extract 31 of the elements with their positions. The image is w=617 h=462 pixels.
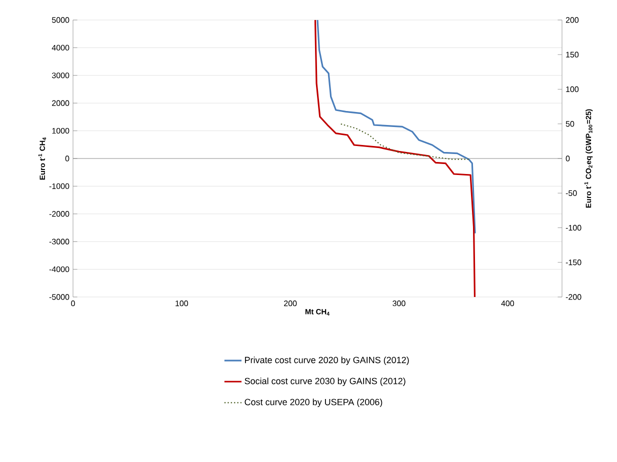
y2-tick-label: 50 — [566, 121, 574, 127]
legend-label: Private cost curve 2020 by GAINS (2012) — [245, 356, 409, 365]
y-tick-label: 4000 — [52, 44, 70, 51]
y-tick-label: 5000 — [52, 17, 70, 23]
legend-label: Cost curve 2020 by USEPA (2006) — [244, 398, 382, 408]
y-tick-label: -3000 — [49, 238, 70, 244]
x-tick-label: 400 — [501, 300, 514, 306]
y-tick-label: 1000 — [52, 128, 70, 134]
line-series — [340, 123, 470, 160]
y-tick-label: -5000 — [49, 294, 70, 300]
y-tick-label: 2000 — [52, 100, 70, 106]
y2-tick-label: 200 — [566, 17, 579, 23]
y-tick-label: -1000 — [49, 183, 70, 190]
y2-tick-label: -150 — [566, 260, 582, 266]
y2-tick-label: 100 — [566, 86, 579, 92]
x-tick-label: 100 — [176, 300, 188, 306]
line-series — [314, 20, 476, 297]
y-tick-label: -4000 — [49, 266, 70, 272]
y2-tick-label: -100 — [566, 224, 582, 231]
y-tick-label: -2000 — [49, 211, 70, 217]
legend-label: Social cost curve 2030 by GAINS (2012) — [244, 378, 406, 386]
y2-tick-label: -200 — [566, 294, 582, 300]
y-tick-label: 3000 — [52, 72, 70, 78]
x-tick-label: 200 — [284, 300, 297, 306]
line-series — [316, 20, 476, 234]
y2-tick-label: 0 — [566, 156, 570, 162]
x-tick-label: 300 — [392, 300, 406, 306]
y2-tick-label: -50 — [566, 190, 577, 196]
y-tick-label: 0 — [65, 156, 70, 162]
x-tick-label: 0 — [71, 300, 75, 306]
y2-tick-label: 150 — [566, 52, 579, 58]
